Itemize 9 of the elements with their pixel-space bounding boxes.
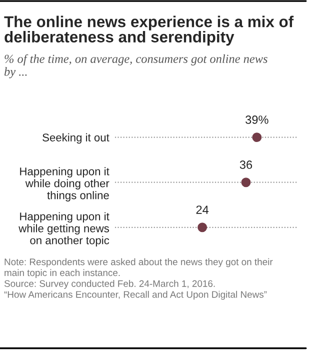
- chart-subtitle: % of the time, on average, consumers got online news by ...: [4, 54, 268, 78]
- text: Note: Respondents were asked about the news they got on their main topic in each instance. Source: Survey conducted Feb. 24-March 1, 2016. “How Americans Encounter, Recall and Act Upon Digital News”: [4, 258, 273, 300]
- data-label: 24: [196, 206, 209, 214]
- y-tick-label: Happening upon it while doing other things online: [20, 167, 110, 202]
- y-tick-label: Seeking it out: [42, 133, 110, 144]
- chart-title: The online news experience is a mix of deliberateness and serendipity: [4, 16, 294, 46]
- data-label: 36: [240, 160, 252, 169]
- data-label: 39%: [246, 116, 268, 124]
- y-tick-label: Happening upon it while getting news on another topic: [18, 212, 110, 246]
